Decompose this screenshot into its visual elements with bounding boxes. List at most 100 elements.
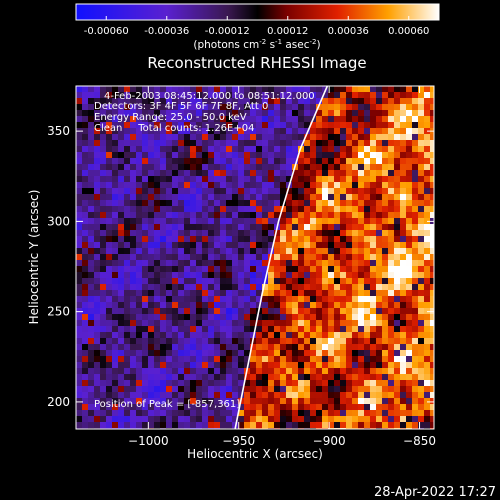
heatmap-cell: [304, 404, 311, 411]
heatmap-cell: [352, 314, 359, 321]
heatmap-cell: [184, 170, 191, 177]
heatmap-cell: [160, 368, 167, 375]
heatmap-cell: [370, 128, 377, 135]
heatmap-cell: [286, 296, 293, 303]
heatmap-cell: [202, 152, 209, 159]
heatmap-cell: [202, 134, 209, 141]
heatmap-cell: [238, 230, 245, 237]
heatmap-cell: [262, 308, 269, 315]
heatmap-cell: [406, 416, 413, 423]
heatmap-cell: [340, 356, 347, 363]
heatmap-cell: [130, 224, 137, 231]
heatmap-cell: [154, 140, 161, 147]
heatmap-cell: [82, 284, 89, 291]
heatmap-cell: [190, 386, 197, 393]
heatmap-cell: [190, 176, 197, 183]
heatmap-cell: [370, 272, 377, 279]
heatmap-cell: [208, 146, 215, 153]
heatmap-cell: [166, 152, 173, 159]
heatmap-cell: [232, 266, 239, 273]
heatmap-cell: [202, 284, 209, 291]
heatmap-cell: [346, 404, 353, 411]
heatmap-cell: [310, 194, 317, 201]
heatmap-cell: [286, 410, 293, 417]
heatmap-cell: [250, 182, 257, 189]
heatmap-cell: [400, 128, 407, 135]
heatmap-cell: [178, 134, 185, 141]
heatmap-cell: [364, 176, 371, 183]
heatmap-cell: [184, 260, 191, 267]
heatmap-cell: [160, 392, 167, 399]
heatmap-cell: [256, 98, 263, 105]
heatmap-cell: [154, 98, 161, 105]
heatmap-cell: [106, 128, 113, 135]
heatmap-cell: [214, 326, 221, 333]
heatmap-cell: [334, 218, 341, 225]
heatmap-cell: [118, 110, 125, 117]
heatmap-cell: [430, 158, 434, 165]
heatmap-cell: [214, 134, 221, 141]
heatmap-cell: [250, 104, 257, 111]
heatmap-cell: [430, 350, 434, 357]
heatmap-cell: [196, 224, 203, 231]
heatmap-cell: [286, 398, 293, 405]
heatmap-cell: [322, 368, 329, 375]
heatmap-cell: [148, 134, 155, 141]
heatmap-cell: [400, 410, 407, 417]
heatmap-cell: [244, 236, 251, 243]
heatmap-cell: [226, 92, 233, 99]
heatmap-cell: [232, 182, 239, 189]
heatmap-cell: [400, 242, 407, 249]
heatmap-cell: [112, 188, 119, 195]
heatmap-cell: [94, 218, 101, 225]
heatmap-cell: [130, 86, 137, 93]
heatmap-cell: [238, 188, 245, 195]
heatmap-cell: [280, 410, 287, 417]
heatmap-cell: [76, 368, 83, 375]
heatmap-cell: [238, 98, 245, 105]
heatmap-cell: [124, 206, 131, 213]
heatmap-cell: [88, 98, 95, 105]
heatmap-cell: [310, 158, 317, 165]
heatmap-cell: [178, 302, 185, 309]
heatmap-cell: [424, 98, 431, 105]
heatmap-cell: [100, 422, 107, 429]
heatmap-cell: [88, 350, 95, 357]
heatmap-cell: [406, 140, 413, 147]
heatmap-cell: [358, 158, 365, 165]
heatmap-cell: [82, 206, 89, 213]
heatmap-cell: [244, 194, 251, 201]
heatmap-cell: [328, 152, 335, 159]
heatmap-cell: [310, 152, 317, 159]
heatmap-cell: [298, 266, 305, 273]
heatmap-cell: [394, 92, 401, 99]
heatmap-cell: [430, 320, 434, 327]
heatmap-cell: [124, 224, 131, 231]
heatmap-cell: [196, 86, 203, 93]
heatmap-cell: [424, 290, 431, 297]
heatmap-cell: [190, 206, 197, 213]
heatmap-cell: [298, 254, 305, 261]
heatmap-cell: [100, 230, 107, 237]
heatmap-cell: [232, 122, 239, 129]
heatmap-cell: [106, 278, 113, 285]
heatmap-cell: [142, 206, 149, 213]
heatmap-cell: [106, 146, 113, 153]
heatmap-cell: [352, 152, 359, 159]
heatmap-cell: [208, 218, 215, 225]
heatmap-cell: [274, 284, 281, 291]
heatmap-cell: [220, 356, 227, 363]
heatmap-cell: [358, 374, 365, 381]
heatmap-cell: [88, 158, 95, 165]
heatmap-cell: [400, 86, 407, 93]
heatmap-cell: [418, 422, 425, 429]
heatmap-cell: [208, 200, 215, 207]
heatmap-cell: [226, 116, 233, 123]
heatmap-cell: [268, 92, 275, 99]
heatmap-cell: [136, 314, 143, 321]
heatmap-cell: [328, 158, 335, 165]
heatmap-cell: [262, 128, 269, 135]
heatmap-cell: [202, 242, 209, 249]
heatmap-cell: [94, 242, 101, 249]
heatmap-cell: [268, 398, 275, 405]
